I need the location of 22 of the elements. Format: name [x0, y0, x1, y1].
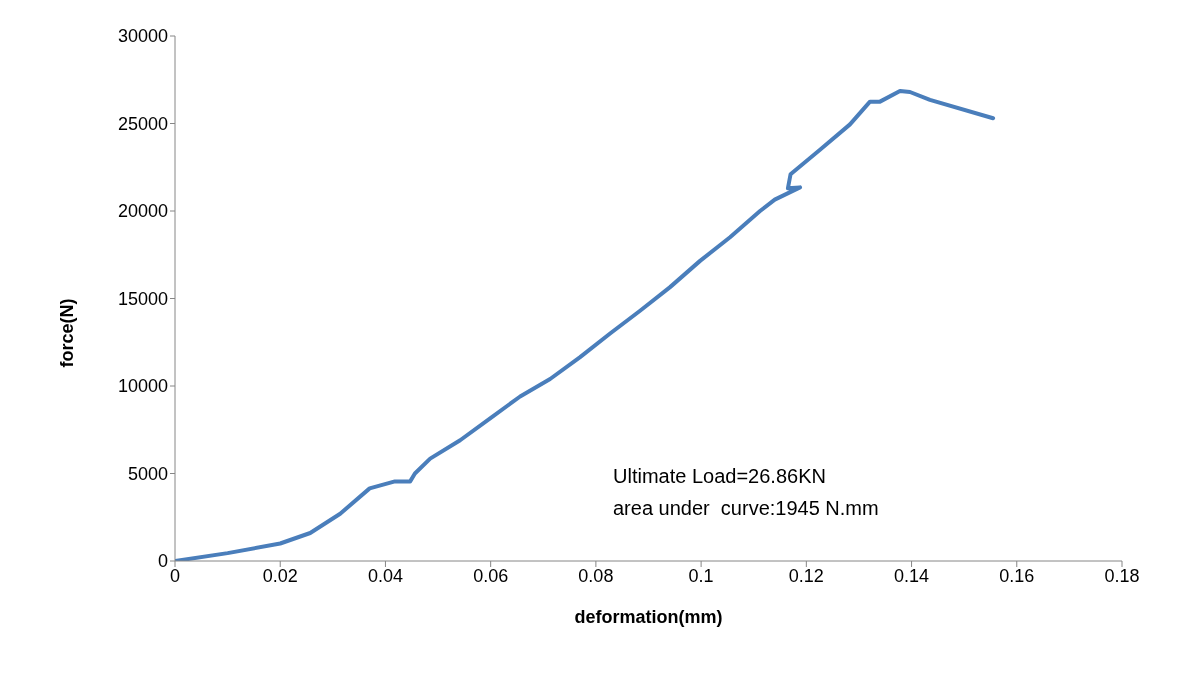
- x-tick-label: 0.06: [473, 565, 509, 586]
- x-tick-label: 0.1: [688, 565, 714, 586]
- x-tick-label: 0.16: [999, 565, 1035, 586]
- annotation: area under curve:1945 N.mm: [613, 496, 879, 521]
- x-tick-label: 0.08: [578, 565, 614, 586]
- x-axis-title: deformation(mm): [574, 607, 723, 627]
- y-tick-label: 20000: [117, 201, 168, 222]
- y-tick-label: 5000: [127, 463, 168, 484]
- y-tick-label: 0: [157, 551, 168, 572]
- x-tick-label: 0.12: [788, 565, 824, 586]
- y-axis-title: force(N): [57, 298, 78, 368]
- x-tick-label: 0.18: [1104, 565, 1140, 586]
- y-tick-label: 25000: [117, 113, 168, 134]
- y-tick-label: 30000: [117, 26, 168, 47]
- annotation: Ultimate Load=26.86KN: [613, 464, 827, 489]
- x-tick-label: 0.02: [262, 565, 298, 586]
- line-series: [175, 88, 996, 561]
- x-tick-label: 0.14: [894, 565, 930, 586]
- y-tick-label: 10000: [117, 376, 168, 397]
- x-tick-label: 0: [169, 565, 181, 586]
- y-tick-label: 15000: [117, 288, 168, 309]
- x-tick-label: 0.04: [367, 565, 403, 586]
